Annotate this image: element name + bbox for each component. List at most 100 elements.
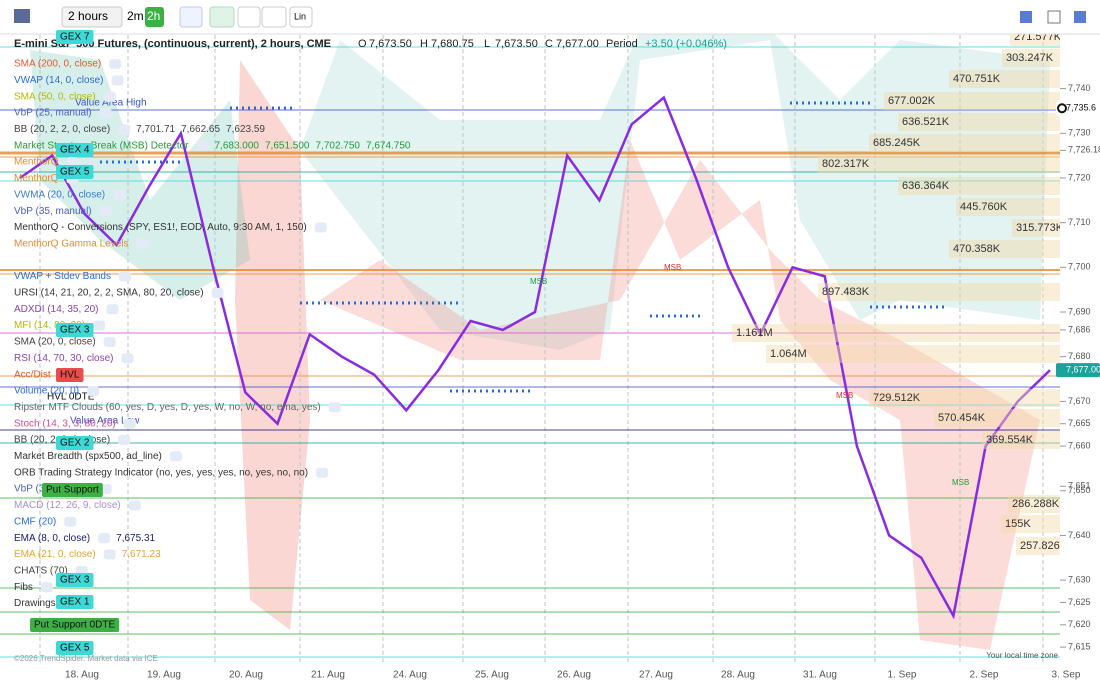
date-axis-labels: 18. Aug 19. Aug 20. Aug 21. Aug 24. Aug 25. A… — [65, 670, 1081, 681]
date-label: 19. Aug — [147, 670, 181, 681]
indicator-value: 7,674.750 — [366, 140, 411, 151]
volume-bar — [934, 409, 1060, 427]
visibility-toggle[interactable] — [123, 418, 136, 429]
date-label: 26. Aug — [557, 670, 591, 681]
indicator-name: Ripster MTF Clouds (60, yes, D, yes, D, … — [14, 402, 321, 413]
visibility-toggle[interactable] — [118, 435, 131, 446]
button-active[interactable] — [145, 7, 164, 27]
y-tick-label: 7,630 — [1068, 574, 1091, 584]
visibility-toggle[interactable] — [99, 206, 112, 217]
settings-button[interactable] — [179, 6, 203, 28]
visibility-toggle[interactable] — [119, 271, 131, 282]
date-label: 28. Aug — [721, 670, 755, 681]
indicator-value: 7,623.59 — [226, 124, 265, 135]
visibility-toggle[interactable] — [113, 189, 126, 200]
price-axis — [1060, 35, 1100, 665]
indicator-name: MenthorQ - Conversions (SPY, ES1!, EOD, … — [14, 222, 307, 233]
volume-label: 1.161M — [736, 327, 773, 339]
visibility-toggle[interactable] — [128, 500, 141, 511]
level-tag-label: GEX 2 — [60, 438, 90, 449]
volume-bar — [818, 283, 1060, 301]
icon[interactable] — [1020, 11, 1032, 23]
price-axis-labels: 7,740 7,730 7,726.18 7,720 7,710 7,700 7,690 7,… — [1056, 83, 1100, 652]
indicator-name: Market Structure Break (MSB) Detector — [14, 140, 189, 151]
visibility-toggle[interactable] — [40, 582, 53, 593]
ohlc-value: 7,680.75 — [431, 38, 474, 50]
visibility-toggle[interactable] — [98, 533, 111, 544]
date-label: 25. Aug — [475, 670, 509, 681]
ohlc-value: 7,673.50 — [495, 38, 538, 50]
volume-bar — [869, 134, 1060, 152]
visibility-toggle[interactable] — [66, 157, 79, 168]
volume-label: 303.247K — [1006, 52, 1054, 64]
visibility-toggle[interactable] — [211, 287, 224, 298]
volume-bar — [1008, 495, 1060, 513]
scale-text: Lin — [294, 11, 306, 21]
visibility-toggle[interactable] — [103, 336, 116, 347]
indicator-value: 7,702.750 — [316, 140, 361, 151]
visibility-toggle[interactable] — [136, 238, 149, 249]
level-tag-label: GEX 7 — [60, 32, 90, 43]
level-tag-label: HVL — [60, 370, 80, 381]
indicator-name: SMA (50, 0, close) — [14, 91, 96, 102]
visibility-toggle[interactable] — [87, 386, 100, 396]
volume-bar — [949, 240, 1060, 258]
volume-label: 1.064M — [770, 348, 807, 360]
y-tick-label: 7,680 — [1068, 351, 1091, 361]
visibility-toggle[interactable] — [93, 320, 106, 331]
visibility-toggle[interactable] — [103, 549, 116, 560]
visibility-toggle[interactable] — [121, 353, 134, 364]
volume-label: 155K — [1005, 518, 1031, 530]
visibility-toggle[interactable] — [169, 451, 182, 462]
indicator-name: MFI (14, 80, 20) — [14, 320, 85, 331]
annotation: MSB — [530, 277, 547, 286]
volume-bar — [732, 324, 1060, 342]
visibility-toggle[interactable] — [106, 304, 119, 315]
volume-label: 470.358K — [953, 243, 1001, 255]
visibility-toggle[interactable] — [314, 222, 327, 233]
volume-bar — [949, 70, 1060, 88]
indicator-value: 7,701.71 — [136, 124, 175, 135]
chart-header: E-mini S&P 500 Futures, (continuous, cur… — [14, 38, 727, 50]
chart-icon[interactable] — [14, 9, 30, 23]
visibility-toggle[interactable] — [118, 124, 131, 135]
price-tag — [1056, 363, 1100, 378]
clock-button[interactable] — [237, 6, 261, 28]
visibility-toggle[interactable] — [99, 108, 112, 119]
visibility-toggle[interactable] — [109, 59, 122, 69]
level-tag-label: GEX 4 — [60, 145, 90, 156]
indicator-name: MenthorQ — [14, 173, 59, 184]
level-tag — [56, 368, 84, 382]
button[interactable] — [124, 7, 144, 27]
chart-type-button[interactable] — [209, 6, 235, 28]
interval-select[interactable] — [61, 6, 123, 28]
y-tick-label: 7,730 — [1068, 128, 1091, 138]
crosshair-button[interactable] — [261, 6, 287, 28]
visibility-toggle[interactable] — [196, 140, 209, 151]
visibility-toggle[interactable] — [328, 402, 341, 413]
visibility-toggle[interactable] — [64, 516, 77, 527]
ohlc-label: H — [420, 38, 428, 50]
visibility-toggle[interactable] — [103, 91, 116, 102]
visibility-toggle[interactable] — [316, 467, 329, 478]
volume-label: 685.245K — [873, 137, 921, 149]
y-tick-label: 7,665 — [1068, 418, 1091, 428]
date-label: 27. Aug — [639, 670, 673, 681]
plot — [19, 95, 1051, 620]
y-tick-label: 7,690 — [1068, 306, 1091, 316]
annotation: Value Area High — [75, 98, 147, 109]
annotation: Value Area Low — [70, 416, 140, 427]
icon[interactable] — [1047, 10, 1061, 24]
credit: ©2026 TrendSpider. Market data via ICE — [14, 654, 158, 663]
visibility-toggle[interactable] — [111, 75, 124, 86]
icon[interactable] — [1074, 11, 1086, 23]
ohlc-label: C — [545, 38, 553, 50]
timezone: Your local time zone — [986, 651, 1058, 660]
y-tick-label: 7,700 — [1068, 262, 1091, 272]
scale-button[interactable] — [289, 6, 313, 28]
level-tag — [56, 436, 94, 450]
level-tag-label: Put Support — [46, 485, 99, 496]
indicator-value: 7,683.000 — [215, 140, 260, 151]
